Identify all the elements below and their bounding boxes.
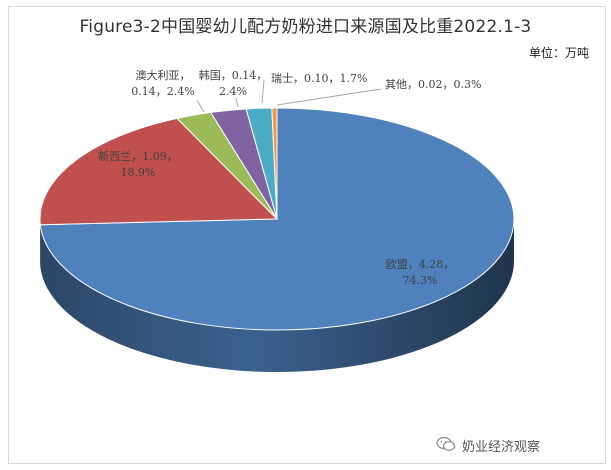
- leader-line-其他: [276, 88, 382, 106]
- data-label-瑞士: 瑞士，0.10，1.7%: [271, 71, 367, 85]
- slice-其他: [271, 107, 278, 220]
- watermark: 奶业经济观察: [462, 440, 541, 455]
- data-label-澳大利亚: 澳大利亚，: [136, 68, 191, 82]
- data-label-percent-欧盟: 74.3%: [403, 274, 438, 287]
- unit-label: 单位：万吨: [528, 46, 589, 60]
- leader-line-韩国: [235, 97, 239, 108]
- chart-area: [8, 6, 606, 464]
- slice-新西兰: [39, 117, 279, 226]
- leader-lines: [196, 79, 382, 113]
- slice-side-欧盟: [40, 219, 515, 372]
- leader-line-澳大利亚: [196, 99, 205, 113]
- data-label-韩国: 韩国，0.14，: [199, 68, 268, 82]
- pie-slices: [39, 107, 515, 331]
- data-label-新西兰: 新西兰，1.09，: [98, 149, 178, 163]
- chart-title: Figure3-2中国婴幼儿配方奶粉进口来源国及比重2022.1-3: [79, 17, 532, 37]
- data-label-percent-澳大利亚: 0.14，2.4%: [131, 85, 194, 98]
- data-label-percent-新西兰: 18.9%: [121, 166, 156, 179]
- wechat-icon: [436, 436, 456, 451]
- data-label-欧盟: 欧盟，4.28，: [386, 258, 455, 271]
- data-label-其他: 其他，0.02，0.3%: [385, 78, 481, 91]
- pie-sides: [40, 219, 515, 372]
- data-labels: 欧盟，4.28， 74.3% 新西兰，1.09， 18.9% 澳大利亚， 0.14，2.4…: [98, 68, 481, 287]
- data-label-percent-韩国: 2.4%: [219, 85, 247, 98]
- leader-line-瑞士: [261, 79, 265, 104]
